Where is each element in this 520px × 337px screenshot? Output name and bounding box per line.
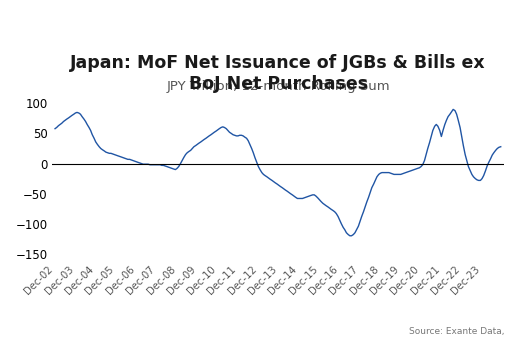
- Title: Japan: MoF Net Issuance of JGBs & Bills ex
BoJ Net Purchases: Japan: MoF Net Issuance of JGBs & Bills …: [70, 54, 486, 93]
- Text: JPY Trillion, 12-month Rolling Sum: JPY Trillion, 12-month Rolling Sum: [166, 80, 390, 93]
- Text: Source: Exante Data,
BoJ, MOF: Source: Exante Data, BoJ, MOF: [409, 327, 504, 337]
